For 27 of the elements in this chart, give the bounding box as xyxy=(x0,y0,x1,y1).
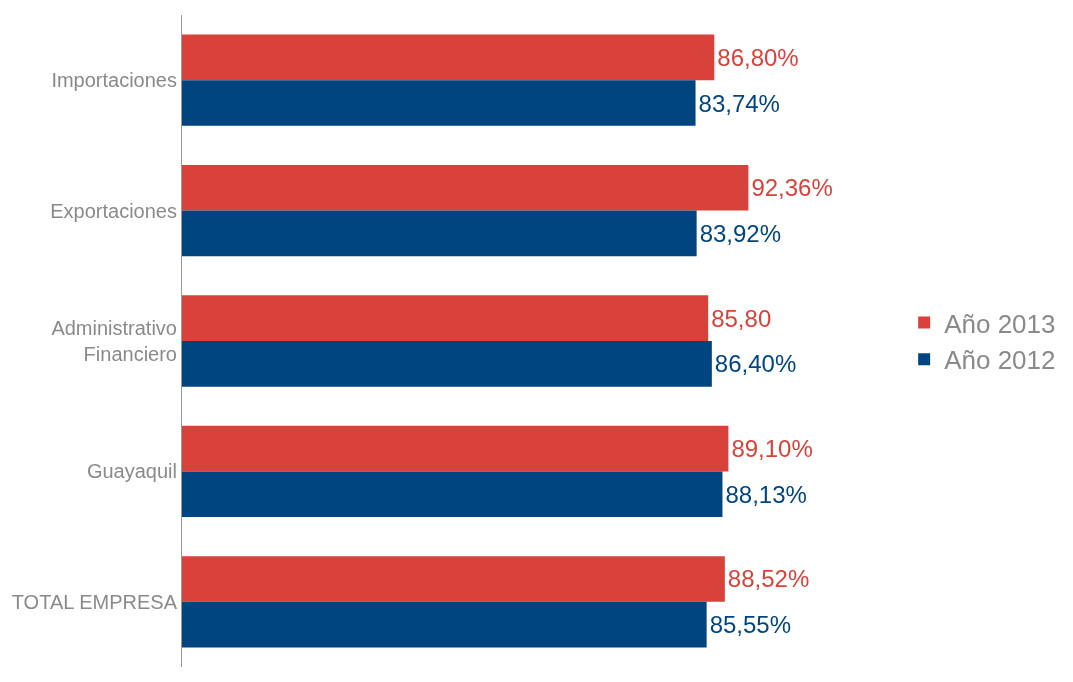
data-label: 92,36% xyxy=(751,174,833,202)
data-label: 88,52% xyxy=(727,565,810,593)
data-label: 86,80% xyxy=(717,43,799,71)
bar xyxy=(182,425,729,472)
y-tick-label: Importaciones xyxy=(51,69,177,92)
bar xyxy=(182,341,712,387)
bar xyxy=(182,80,696,126)
legend-label: Año 2012 xyxy=(944,345,1056,376)
data-label: 88,13% xyxy=(725,480,807,508)
y-tick-label: Exportaciones xyxy=(50,199,177,222)
bar xyxy=(182,164,749,211)
y-tick-label: Guayaquil xyxy=(86,460,177,483)
y-tick-label: TOTAL EMPRESA xyxy=(11,590,178,613)
data-label: 85,55% xyxy=(709,611,792,639)
data-label: 83,74% xyxy=(698,89,780,117)
data-label: 85,80 xyxy=(711,304,772,332)
bar xyxy=(182,210,697,257)
data-label: 86,40% xyxy=(714,350,797,378)
bar xyxy=(182,471,723,518)
y-tick-label: Administrativo Financiero xyxy=(51,317,177,365)
data-label: 83,92% xyxy=(699,219,782,247)
bar xyxy=(182,556,725,602)
bar xyxy=(182,34,715,81)
legend-label: Año 2013 xyxy=(944,308,1056,339)
bar xyxy=(182,295,709,341)
data-label: 89,10% xyxy=(731,435,813,463)
bar xyxy=(182,601,707,648)
